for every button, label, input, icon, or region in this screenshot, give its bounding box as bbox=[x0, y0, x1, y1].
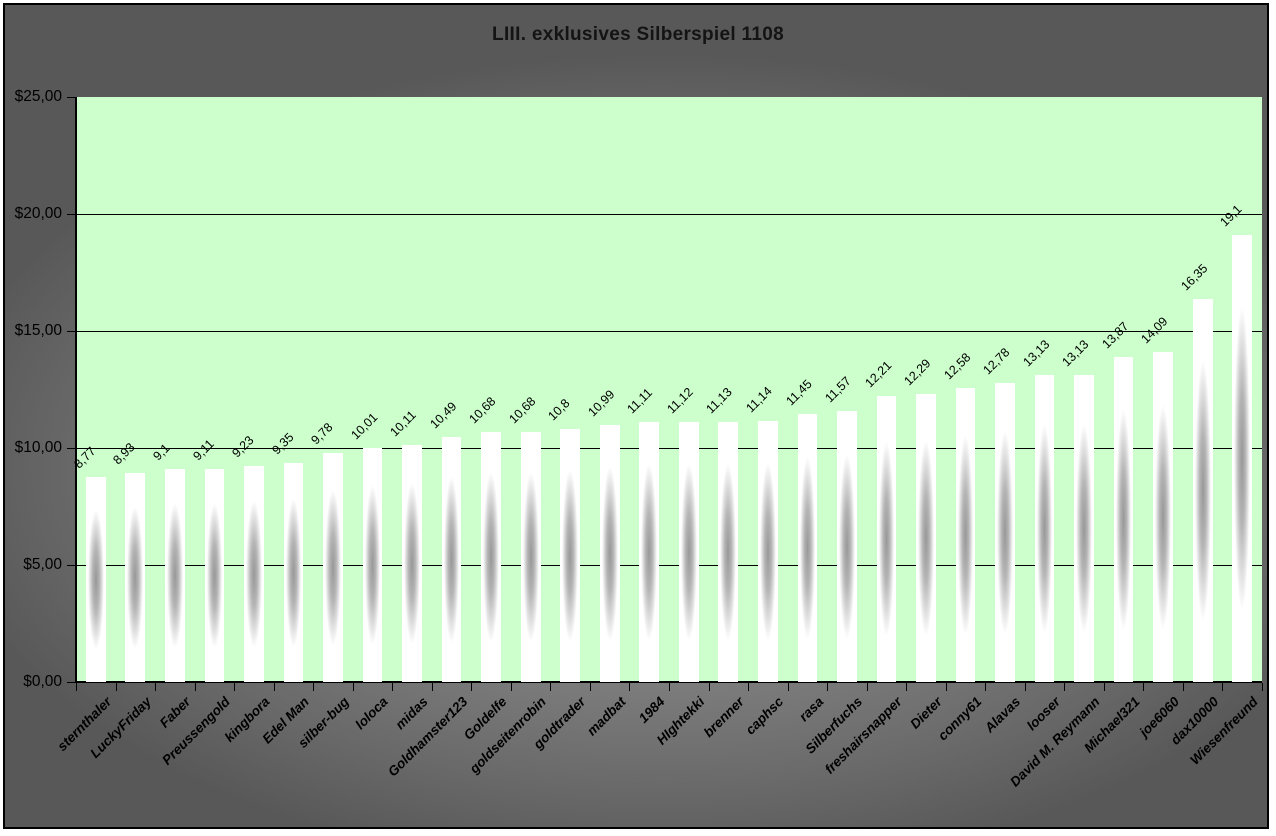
plot-area bbox=[76, 97, 1262, 682]
x-axis-tick bbox=[906, 683, 907, 691]
bar bbox=[125, 473, 146, 682]
x-axis-tick bbox=[1064, 683, 1065, 691]
category-label: loloca bbox=[352, 694, 392, 733]
x-axis-tick bbox=[550, 683, 551, 691]
bar bbox=[955, 387, 976, 682]
x-axis-tick bbox=[274, 683, 275, 691]
x-axis-tick bbox=[1183, 683, 1184, 691]
x-axis-tick bbox=[313, 683, 314, 691]
bar bbox=[837, 411, 857, 682]
bar bbox=[204, 468, 225, 682]
x-axis-tick bbox=[985, 683, 986, 691]
x-axis-tick bbox=[709, 683, 710, 691]
bar bbox=[916, 394, 936, 682]
bar bbox=[323, 453, 343, 682]
y-axis-tick bbox=[67, 565, 76, 566]
gridline bbox=[76, 331, 1262, 332]
y-tick-label: $5,00 bbox=[23, 556, 62, 573]
bar bbox=[757, 421, 778, 682]
x-axis-tick bbox=[629, 683, 630, 691]
category-label: madbat bbox=[583, 694, 629, 739]
x-axis-tick bbox=[392, 683, 393, 691]
bar bbox=[797, 414, 818, 682]
x-axis-tick bbox=[116, 683, 117, 691]
category-label: Faber bbox=[156, 694, 194, 731]
bar bbox=[441, 436, 462, 682]
bar bbox=[639, 422, 660, 682]
bar bbox=[1034, 374, 1055, 682]
bar bbox=[85, 476, 106, 682]
x-axis-tick bbox=[590, 683, 591, 691]
category-label: 1984 bbox=[635, 694, 668, 726]
gridline bbox=[76, 448, 1262, 449]
bar bbox=[718, 421, 739, 682]
y-axis-tick bbox=[67, 682, 76, 683]
y-axis-tick bbox=[67, 214, 76, 215]
bar bbox=[995, 382, 1015, 682]
x-axis-tick bbox=[1104, 683, 1105, 691]
bar bbox=[678, 421, 699, 682]
x-axis-tick bbox=[946, 683, 947, 691]
bar bbox=[244, 466, 264, 682]
y-axis-tick bbox=[67, 97, 76, 98]
bar bbox=[1192, 299, 1213, 682]
y-tick-label: $20,00 bbox=[14, 205, 62, 222]
y-tick-label: $25,00 bbox=[14, 88, 62, 105]
y-axis bbox=[75, 97, 77, 683]
x-axis-tick bbox=[748, 683, 749, 691]
bar bbox=[362, 447, 383, 682]
bar bbox=[876, 396, 897, 682]
x-axis-tick bbox=[432, 683, 433, 691]
y-axis-tick bbox=[67, 448, 76, 449]
bar bbox=[283, 463, 304, 682]
gridline bbox=[76, 214, 1262, 215]
bar bbox=[1113, 357, 1134, 682]
x-axis-tick bbox=[234, 683, 235, 691]
x-axis-tick bbox=[76, 683, 77, 691]
chart-title: LIII. exklusives Silberspiel 1108 bbox=[492, 24, 784, 45]
x-axis-tick bbox=[1222, 683, 1223, 691]
category-label: caphsc bbox=[742, 694, 787, 738]
bar bbox=[1153, 352, 1174, 682]
bar bbox=[599, 424, 620, 682]
x-axis-tick bbox=[1143, 683, 1144, 691]
x-axis-tick bbox=[353, 683, 354, 691]
gridline bbox=[76, 565, 1262, 566]
x-axis-tick bbox=[511, 683, 512, 691]
bar bbox=[164, 469, 185, 682]
category-label: rasa bbox=[795, 694, 827, 725]
category-label: Alavas bbox=[982, 694, 1024, 736]
bar bbox=[560, 429, 581, 682]
y-tick-label: $0,00 bbox=[23, 673, 62, 690]
x-axis-tick bbox=[867, 683, 868, 691]
category-label: brenner bbox=[700, 694, 747, 741]
x-axis-tick bbox=[471, 683, 472, 691]
bar bbox=[520, 432, 541, 682]
x-axis-tick bbox=[155, 683, 156, 691]
bar bbox=[1074, 374, 1094, 682]
x-axis-tick bbox=[827, 683, 828, 691]
bar bbox=[402, 445, 422, 682]
x-axis-tick bbox=[1262, 683, 1263, 691]
y-tick-label: $10,00 bbox=[14, 439, 62, 456]
x-axis-tick bbox=[1025, 683, 1026, 691]
bar bbox=[481, 432, 501, 682]
x-axis bbox=[75, 681, 1262, 683]
x-axis-tick bbox=[669, 683, 670, 691]
y-axis-tick bbox=[67, 331, 76, 332]
x-axis-tick bbox=[788, 683, 789, 691]
x-axis-tick bbox=[195, 683, 196, 691]
bar bbox=[1232, 235, 1253, 682]
y-tick-label: $15,00 bbox=[14, 322, 62, 339]
